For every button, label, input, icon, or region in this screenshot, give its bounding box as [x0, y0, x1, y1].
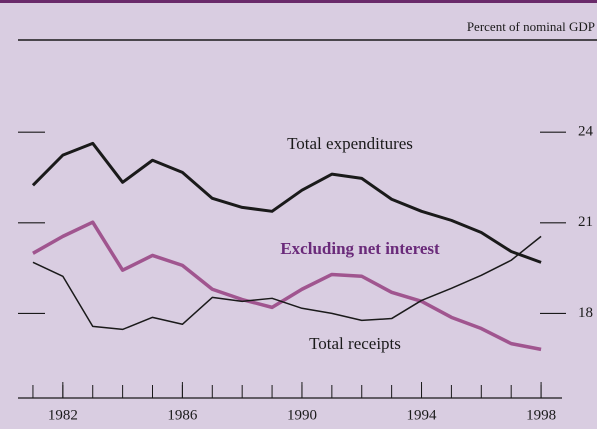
- subtitle: Percent of nominal GDP: [467, 19, 595, 34]
- x-tick-label: 1998: [526, 407, 556, 423]
- series-label: Total expenditures: [287, 134, 413, 153]
- series-line: [32, 220, 542, 352]
- series-label: Total receipts: [309, 334, 401, 353]
- series-label: Excluding net interest: [280, 239, 440, 258]
- x-tick-label: 1990: [287, 407, 317, 423]
- series-line: [31, 141, 542, 264]
- x-tick-label: 1986: [167, 407, 198, 423]
- series-line: [32, 235, 542, 331]
- x-tick-label: 1982: [48, 407, 78, 423]
- y-tick-label: 18: [578, 305, 593, 321]
- x-tick-label: 1994: [407, 407, 438, 423]
- y-tick-label: 24: [578, 124, 594, 140]
- y-tick-label: 21: [578, 214, 593, 230]
- top-border: [0, 0, 597, 3]
